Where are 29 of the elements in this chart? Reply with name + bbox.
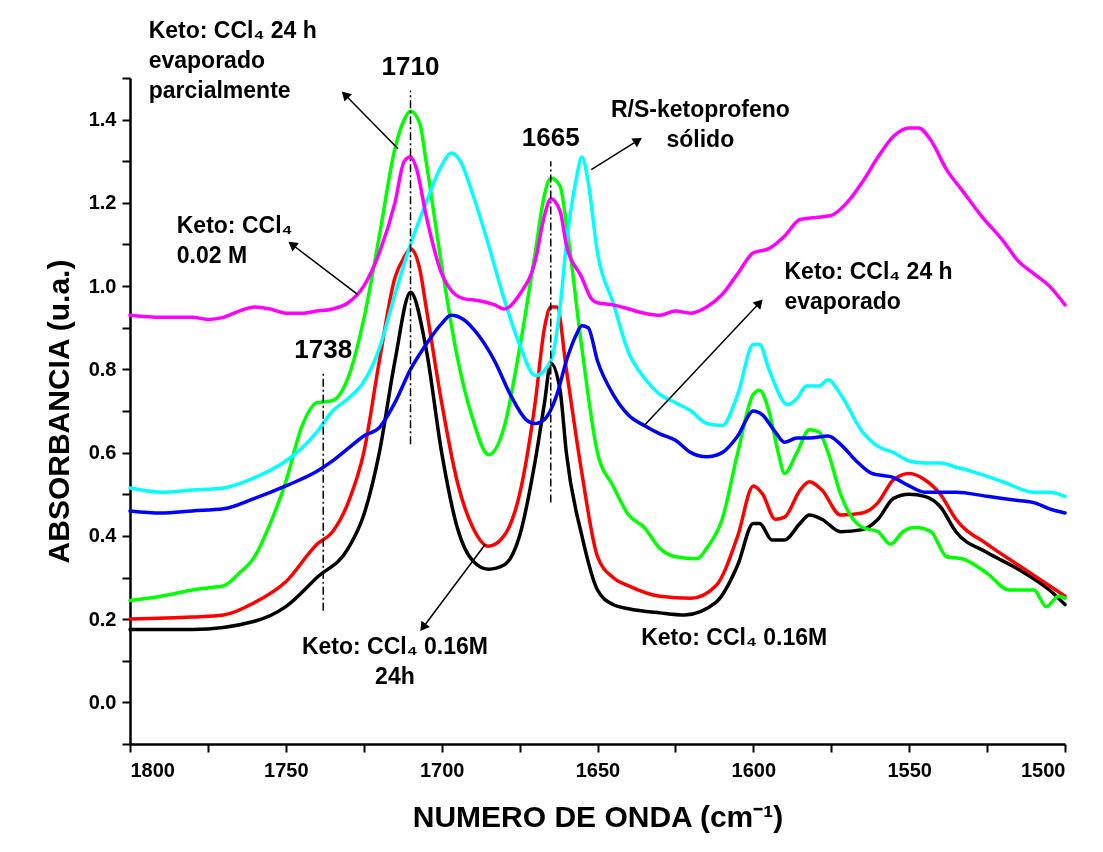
x-tick-label: 1650	[575, 758, 621, 781]
annotation: Keto: CCl₄ 0.16M	[641, 624, 828, 651]
y-tick-label: 0.4	[88, 524, 118, 547]
annotation: Keto: CCl₄ 0.02 M	[176, 212, 293, 269]
x-tick-label: 1500	[1021, 758, 1066, 781]
y-tick-label: 0.0	[88, 690, 117, 713]
y-tick-label: 0.6	[88, 441, 117, 464]
annotation: R/S-ketoprofeno sólido	[610, 95, 790, 152]
y-tick-label: 0.2	[88, 607, 117, 630]
annotation: Keto: CCl₄ 24 h evaporado	[784, 258, 953, 315]
ref-line-label: 1710	[381, 51, 440, 82]
x-tick-label: 1550	[887, 758, 932, 781]
y-tick-label: 0.8	[88, 357, 117, 380]
line-series	[128, 151, 1067, 499]
line-series	[128, 126, 1067, 322]
x-tick-label: 1750	[264, 758, 309, 781]
ref-line-label: 1665	[521, 121, 580, 152]
y-tick-label: 1.0	[88, 274, 117, 297]
y-tick-label: 1.4	[88, 108, 118, 131]
y-tick-label: 1.2	[88, 191, 117, 214]
ref-line-label: 1738	[294, 334, 353, 365]
annotation: Keto: CCl₄ 0.16M 24h	[301, 632, 488, 689]
x-tick-label: 1600	[731, 758, 777, 781]
annotation: Keto: CCl₄ 24 h evaporado parcialmente	[148, 16, 317, 103]
y-axis-title: ABSORBANCIA (u.a.)	[41, 259, 75, 564]
x-axis-title: NUMERO DE ONDA (cm⁻¹)	[412, 799, 784, 833]
x-tick-label: 1800	[130, 758, 175, 781]
line-series	[128, 313, 1067, 515]
x-tick-label: 1700	[419, 758, 465, 781]
